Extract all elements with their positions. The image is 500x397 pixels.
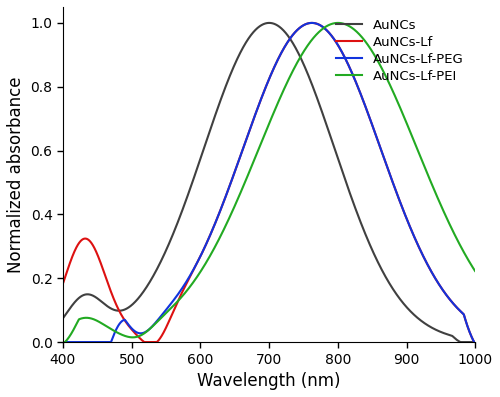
Line: AuNCs-Lf-PEG: AuNCs-Lf-PEG	[63, 23, 476, 342]
AuNCs-Lf-PEG	[105, 340, 111, 345]
AuNCs	[72, 301, 78, 305]
AuNCs-Lf-PEI	[92, 317, 98, 322]
AuNCs-Lf	[92, 246, 98, 251]
AuNCs-Lf	[60, 281, 66, 286]
AuNCs-Lf-PEI	[72, 326, 78, 331]
AuNCs-Lf-PEG	[309, 21, 315, 25]
AuNCs	[92, 294, 98, 299]
AuNCs	[458, 340, 464, 345]
AuNCs	[247, 34, 253, 39]
Line: AuNCs-Lf: AuNCs-Lf	[63, 23, 476, 342]
AuNCs-Lf	[309, 21, 315, 25]
AuNCs-Lf	[105, 281, 111, 286]
Y-axis label: Normalized absorbance: Normalized absorbance	[7, 76, 25, 273]
AuNCs-Lf-PEI	[472, 269, 478, 274]
AuNCs-Lf	[72, 249, 78, 254]
AuNCs	[116, 308, 122, 313]
AuNCs-Lf-PEG	[247, 126, 253, 131]
Line: AuNCs: AuNCs	[63, 23, 476, 342]
AuNCs-Lf	[248, 125, 254, 130]
AuNCs	[60, 316, 66, 320]
AuNCs-Lf-PEG	[92, 340, 98, 345]
AuNCs-Lf-PEG	[116, 321, 122, 326]
AuNCs-Lf-PEG	[60, 340, 66, 345]
AuNCs-Lf-PEI	[410, 135, 416, 140]
X-axis label: Wavelength (nm): Wavelength (nm)	[198, 372, 341, 390]
AuNCs	[105, 304, 111, 309]
AuNCs	[472, 340, 478, 345]
AuNCs-Lf-PEI	[105, 325, 111, 330]
Legend: AuNCs, AuNCs-Lf, AuNCs-Lf-PEG, AuNCs-Lf-PEI: AuNCs, AuNCs-Lf, AuNCs-Lf-PEG, AuNCs-Lf-…	[330, 13, 469, 88]
AuNCs-Lf	[142, 340, 148, 345]
AuNCs-Lf-PEI	[335, 21, 341, 25]
AuNCs-Lf	[472, 340, 478, 345]
AuNCs-Lf-PEG	[72, 340, 78, 345]
Line: AuNCs-Lf-PEI: AuNCs-Lf-PEI	[63, 23, 476, 342]
AuNCs-Lf-PEG	[472, 340, 478, 345]
AuNCs-Lf-PEG	[410, 231, 416, 235]
AuNCs	[410, 311, 416, 316]
AuNCs-Lf-PEI	[247, 167, 253, 172]
AuNCs-Lf-PEI	[116, 331, 122, 336]
AuNCs-Lf	[116, 309, 122, 314]
AuNCs	[266, 21, 272, 25]
AuNCs-Lf-PEI	[60, 340, 66, 345]
AuNCs-Lf	[410, 231, 416, 236]
